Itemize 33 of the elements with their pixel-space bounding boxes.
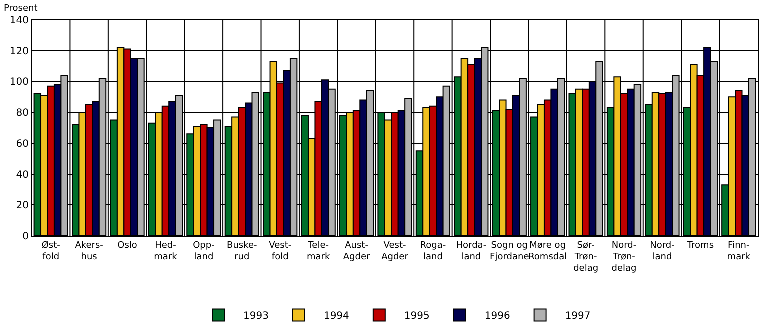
x-tick-label: Nord- Trøn- delag	[612, 240, 637, 274]
y-axis-title: Prosent	[4, 4, 38, 14]
x-tick-label: Buske- rud	[227, 240, 258, 262]
y-tick-label: 60	[16, 138, 29, 150]
y-tick-label: 40	[16, 170, 29, 181]
x-tick-label: Møre og Romsdal	[528, 240, 568, 262]
legend-label: 1996	[484, 311, 510, 322]
x-tick-label: Horda- land	[456, 240, 487, 262]
x-tick-label: Finn- mark	[727, 240, 752, 262]
x-tick-label: Hed- mark	[154, 240, 178, 262]
legend-label: 1997	[565, 311, 591, 322]
x-tick-label: Roga- land	[420, 240, 446, 262]
x-tick-label: Vest- fold	[269, 240, 292, 262]
legend-label: 1995	[404, 311, 430, 322]
x-tick-label: Troms	[686, 240, 714, 251]
y-tick-label: 100	[10, 77, 29, 88]
x-tick-label: Sogn og Fjordane	[490, 240, 530, 262]
y-tick-label: 0	[22, 232, 29, 242]
y-tick-label: 140	[10, 16, 29, 26]
x-tick-label: Aust- Agder	[343, 240, 370, 262]
x-tick-label: Vest- Agder	[382, 240, 409, 262]
legend-label: 1994	[324, 311, 350, 322]
x-tick-label: Oslo	[118, 240, 138, 251]
y-tick-label: 80	[16, 108, 29, 120]
y-tick-label: 20	[16, 200, 29, 212]
y-tick-label: 120	[10, 46, 29, 58]
x-tick-label: Øst- fold	[42, 240, 60, 262]
x-tick-label: Tele- mark	[306, 240, 331, 262]
legend-label: 1993	[244, 311, 269, 322]
x-tick-label: Nord- land	[650, 240, 675, 262]
x-tick-label: Akers- hus	[75, 240, 104, 262]
x-tick-label: Sør- Trøn- delag	[574, 240, 599, 274]
x-tick-label: Opp- land	[193, 240, 215, 262]
